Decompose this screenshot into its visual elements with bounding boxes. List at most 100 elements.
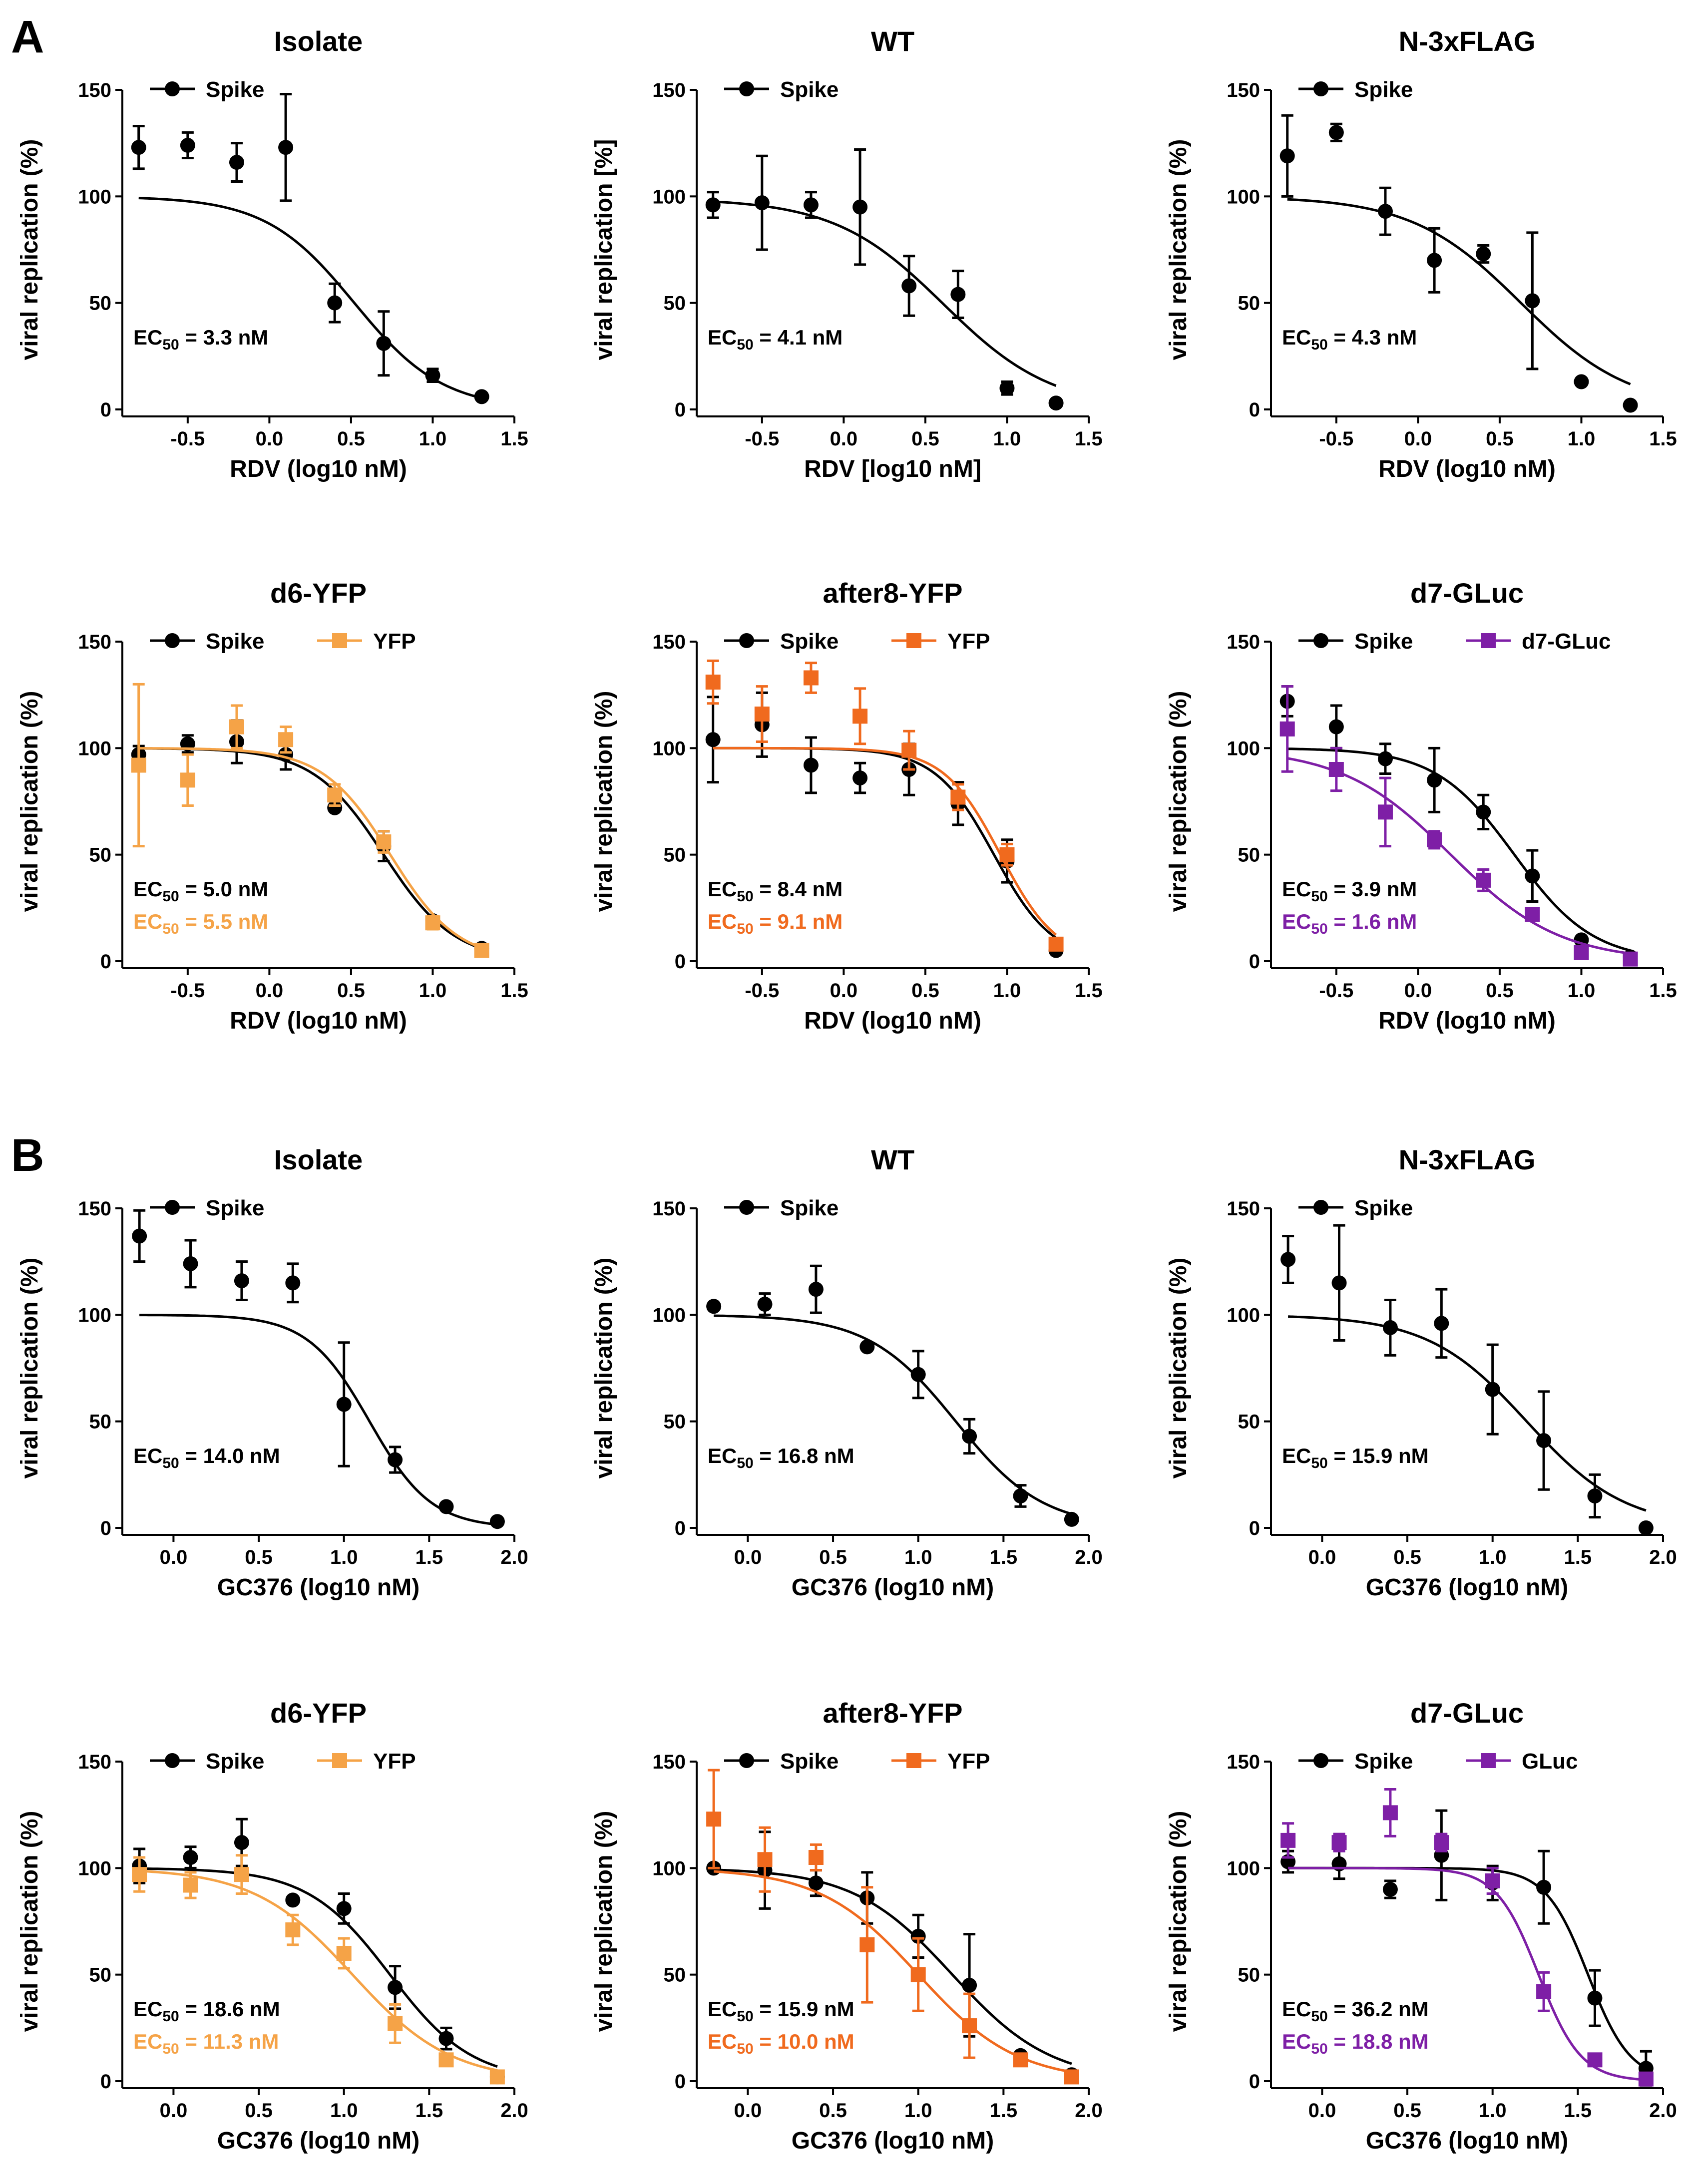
y-tick-label: 150 bbox=[78, 631, 111, 653]
data-point bbox=[1587, 2052, 1603, 2068]
x-axis-label: RDV (log10 nM) bbox=[804, 1008, 981, 1034]
x-tick-label: 2.0 bbox=[1649, 1546, 1677, 1568]
series-spike bbox=[1280, 1224, 1654, 1535]
y-axis-label: viral replication (%) bbox=[1165, 691, 1192, 912]
x-tick-label: 2.0 bbox=[1075, 2100, 1103, 2122]
y-axis-label: viral replication (%) bbox=[1165, 1258, 1192, 1479]
data-point bbox=[183, 1877, 198, 1893]
x-tick-label: 0.0 bbox=[1404, 980, 1432, 1002]
chart-title: WT bbox=[871, 25, 914, 57]
data-point bbox=[180, 137, 195, 153]
x-axis-label: GC376 (log10 nM) bbox=[792, 1574, 994, 1601]
fit-curve bbox=[713, 200, 1057, 387]
data-point bbox=[859, 1339, 875, 1355]
data-point bbox=[1331, 1275, 1347, 1291]
data-point bbox=[1434, 1316, 1449, 1331]
x-tick-label: 1.5 bbox=[1649, 428, 1677, 450]
data-point bbox=[1013, 2052, 1028, 2068]
data-point bbox=[901, 742, 917, 758]
chart-8: WT 0 50 100 150 0.0 0.5 1.0 1.5 2.0 GC376 (log10 n… bbox=[591, 1144, 1103, 1601]
legend-label: Spike bbox=[1354, 1196, 1413, 1220]
data-point bbox=[1280, 1252, 1296, 1267]
chart-6: d7-GLuc 0 50 100 150 -0.5 0.0 0.5 1.0 1.5 RDV (log… bbox=[1165, 577, 1677, 1034]
x-tick-label: 1.5 bbox=[416, 1546, 443, 1568]
y-tick-label: 100 bbox=[652, 1857, 686, 1879]
data-point bbox=[803, 670, 819, 686]
data-point bbox=[388, 1452, 403, 1467]
legend-label: Spike bbox=[1354, 77, 1413, 102]
data-point bbox=[1048, 936, 1064, 952]
y-tick-label: 100 bbox=[652, 1304, 686, 1326]
y-tick-label: 0 bbox=[675, 2071, 686, 2093]
legend-marker bbox=[739, 1753, 754, 1768]
ec50-label: EC50 = 16.8 nM bbox=[708, 1444, 854, 1471]
data-point bbox=[229, 155, 244, 170]
y-tick-label: 50 bbox=[1238, 844, 1261, 866]
x-tick-label: -0.5 bbox=[745, 428, 779, 450]
data-point bbox=[1064, 1511, 1079, 1527]
data-point bbox=[336, 1397, 352, 1412]
legend-marker bbox=[332, 633, 347, 648]
chart-2: WT 0 50 100 150 -0.5 0.0 0.5 1.0 1.5 RDV [log10 nM… bbox=[591, 25, 1103, 482]
legend-label: Spike bbox=[780, 1196, 839, 1220]
data-point bbox=[234, 1835, 249, 1850]
fit-curve bbox=[1288, 1866, 1647, 2081]
ec50-label: EC50 = 3.3 nM bbox=[133, 326, 268, 353]
x-tick-label: 1.5 bbox=[416, 2100, 443, 2122]
series-yfp bbox=[705, 659, 1064, 952]
data-point bbox=[376, 834, 392, 850]
y-tick-label: 50 bbox=[1238, 1411, 1261, 1433]
y-tick-label: 50 bbox=[1238, 293, 1261, 315]
data-point bbox=[962, 1429, 977, 1444]
ec50-label: EC50 = 11.3 nM bbox=[133, 2030, 279, 2057]
data-point bbox=[1525, 907, 1540, 922]
y-tick-label: 100 bbox=[78, 186, 111, 208]
legend-marker bbox=[906, 1753, 921, 1768]
data-point bbox=[962, 1978, 977, 1993]
ec50-label: EC50 = 15.9 nM bbox=[1282, 1444, 1429, 1471]
x-tick-label: -0.5 bbox=[745, 980, 779, 1002]
y-tick-label: 0 bbox=[1249, 1517, 1260, 1539]
data-point bbox=[474, 943, 489, 958]
ec50-label: EC50 = 4.1 nM bbox=[708, 326, 843, 353]
fit-curve bbox=[713, 1870, 1072, 2074]
x-axis-label: GC376 (log10 nM) bbox=[1366, 2128, 1568, 2154]
data-point bbox=[1279, 721, 1295, 736]
y-tick-label: 0 bbox=[100, 1517, 111, 1539]
x-tick-label: 2.0 bbox=[1649, 2100, 1677, 2122]
y-tick-label: 50 bbox=[664, 293, 686, 315]
data-point bbox=[388, 1980, 403, 1995]
chart-4: d6-YFP 0 50 100 150 -0.5 0.0 0.5 1.0 1.5 RDV (log1… bbox=[16, 577, 528, 1034]
x-tick-label: 0.0 bbox=[160, 1546, 188, 1568]
y-tick-label: 100 bbox=[1227, 186, 1260, 208]
ec50-label: EC50 = 15.9 nM bbox=[708, 1997, 854, 2025]
y-axis-label: viral replication (%) bbox=[591, 1258, 617, 1479]
y-axis-label: viral replication (%) bbox=[1165, 139, 1192, 361]
legend-label: YFP bbox=[373, 629, 416, 654]
legend-label: d7-GLuc bbox=[1522, 629, 1611, 654]
x-axis-label: RDV (log10 nM) bbox=[230, 1008, 407, 1034]
x-tick-label: -0.5 bbox=[1319, 428, 1353, 450]
data-point bbox=[1382, 1805, 1398, 1820]
legend-label: Spike bbox=[1354, 629, 1413, 654]
x-axis-label: GC376 (log10 nM) bbox=[217, 2128, 420, 2154]
x-tick-label: 0.0 bbox=[1308, 2100, 1336, 2122]
x-tick-label: 0.0 bbox=[160, 2100, 188, 2122]
legend-marker bbox=[1313, 81, 1328, 96]
y-tick-label: 100 bbox=[78, 1857, 111, 1879]
data-point bbox=[910, 1928, 926, 1944]
chart-5: after8-YFP 0 50 100 150 -0.5 0.0 0.5 1.0 1.5 RDV (… bbox=[591, 577, 1103, 1034]
x-tick-label: 1.0 bbox=[330, 2100, 358, 2122]
data-point bbox=[229, 719, 244, 734]
data-point bbox=[754, 195, 770, 211]
y-tick-label: 100 bbox=[1227, 1304, 1260, 1326]
data-point bbox=[438, 2031, 454, 2046]
legend-marker bbox=[165, 81, 180, 96]
data-point bbox=[489, 2069, 505, 2085]
data-point bbox=[278, 140, 294, 155]
data-point bbox=[859, 1937, 875, 1952]
data-point bbox=[132, 1867, 147, 1882]
fit-curve bbox=[1287, 1315, 1647, 1512]
fit-curve bbox=[1287, 757, 1631, 955]
